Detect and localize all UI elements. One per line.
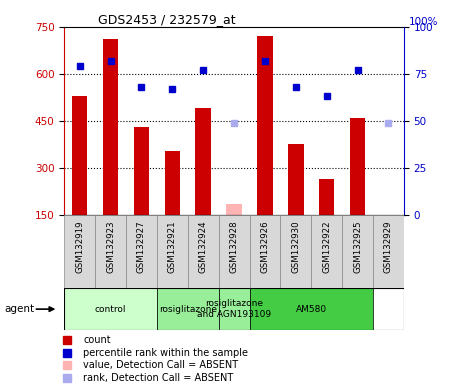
Bar bbox=[72, 96, 87, 215]
Text: percentile rank within the sample: percentile rank within the sample bbox=[84, 348, 248, 358]
Bar bbox=[280, 215, 311, 288]
Text: GSM132922: GSM132922 bbox=[322, 220, 331, 273]
Bar bbox=[257, 36, 273, 215]
Text: AM580: AM580 bbox=[296, 305, 327, 314]
Text: GSM132919: GSM132919 bbox=[75, 220, 84, 273]
Bar bbox=[64, 288, 157, 330]
Bar bbox=[288, 144, 303, 215]
Text: rosiglitazone: rosiglitazone bbox=[159, 305, 217, 314]
Bar bbox=[196, 108, 211, 215]
Bar bbox=[103, 40, 118, 215]
Bar bbox=[250, 288, 373, 330]
Text: GSM132929: GSM132929 bbox=[384, 220, 393, 273]
Bar bbox=[373, 215, 404, 288]
Bar bbox=[350, 118, 365, 215]
Bar bbox=[157, 288, 218, 330]
Text: GSM132927: GSM132927 bbox=[137, 220, 146, 273]
Bar bbox=[165, 151, 180, 215]
Bar bbox=[188, 215, 218, 288]
Text: agent: agent bbox=[5, 304, 35, 314]
Text: rosiglitazone
and AGN193109: rosiglitazone and AGN193109 bbox=[197, 300, 271, 319]
Bar bbox=[342, 215, 373, 288]
Text: 100%: 100% bbox=[409, 17, 438, 27]
Bar bbox=[64, 215, 95, 288]
Text: GDS2453 / 232579_at: GDS2453 / 232579_at bbox=[98, 13, 236, 26]
Text: GSM132923: GSM132923 bbox=[106, 220, 115, 273]
Bar bbox=[226, 204, 242, 215]
Text: rank, Detection Call = ABSENT: rank, Detection Call = ABSENT bbox=[84, 373, 234, 383]
Bar bbox=[134, 127, 149, 215]
Text: value, Detection Call = ABSENT: value, Detection Call = ABSENT bbox=[84, 360, 239, 370]
Text: GSM132928: GSM132928 bbox=[230, 220, 239, 273]
Text: GSM132925: GSM132925 bbox=[353, 220, 362, 273]
Bar bbox=[311, 215, 342, 288]
Bar bbox=[126, 215, 157, 288]
Bar bbox=[95, 215, 126, 288]
Bar bbox=[218, 215, 250, 288]
Text: GSM132921: GSM132921 bbox=[168, 220, 177, 273]
Bar bbox=[218, 288, 250, 330]
Bar bbox=[250, 215, 280, 288]
Text: GSM132926: GSM132926 bbox=[260, 220, 269, 273]
Bar bbox=[157, 215, 188, 288]
Text: GSM132924: GSM132924 bbox=[199, 220, 208, 273]
Text: count: count bbox=[84, 335, 111, 345]
Text: control: control bbox=[95, 305, 126, 314]
Text: GSM132930: GSM132930 bbox=[291, 220, 300, 273]
Bar bbox=[319, 179, 335, 215]
